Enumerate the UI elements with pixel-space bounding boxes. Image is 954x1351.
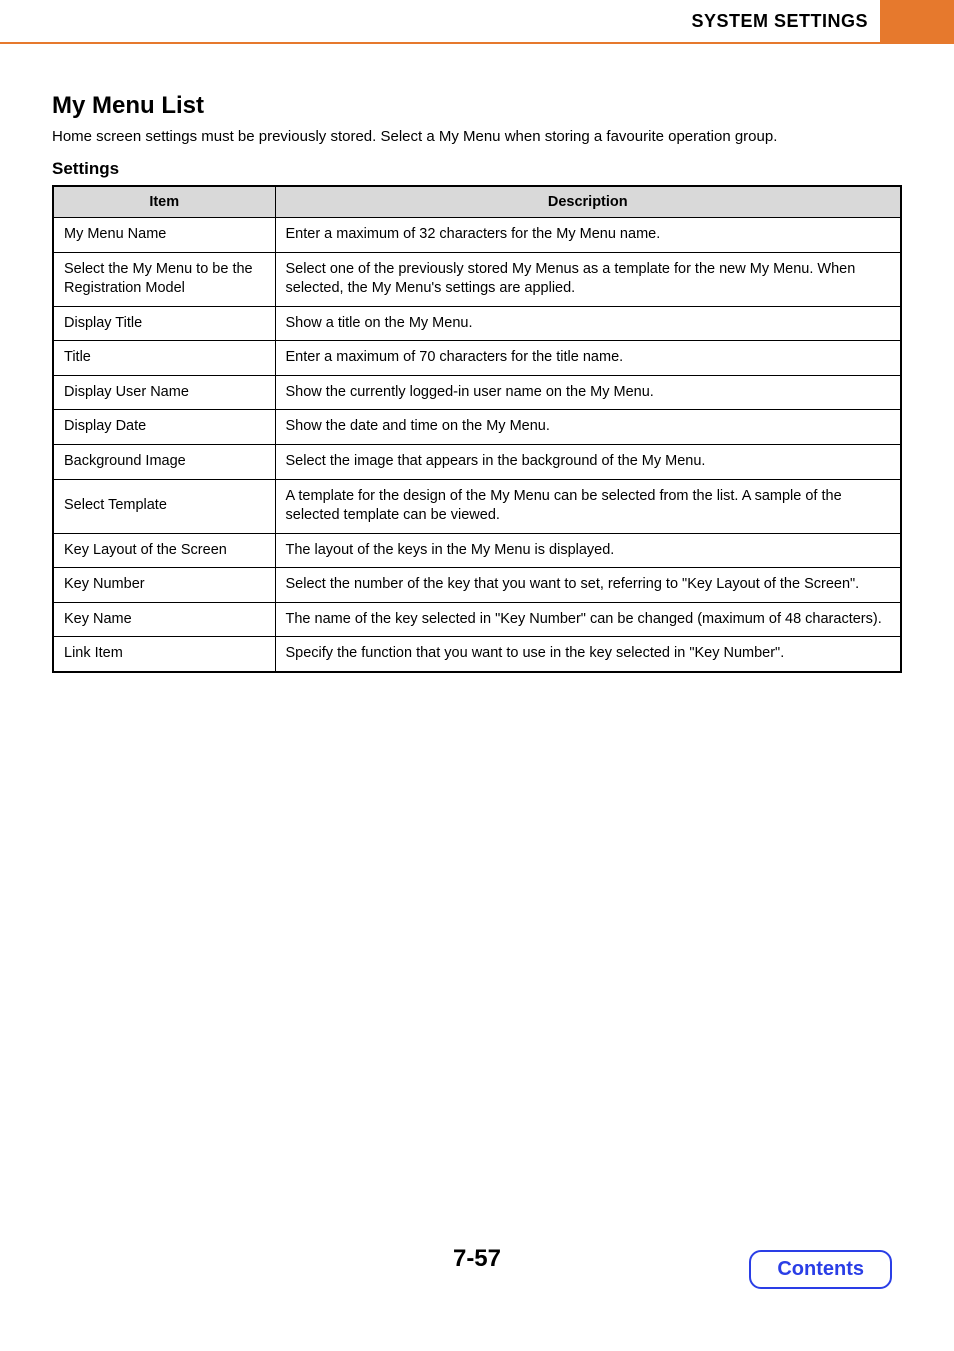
cell-item: Link Item bbox=[53, 637, 275, 672]
header-accent-block bbox=[880, 0, 954, 44]
cell-description: Select one of the previously stored My M… bbox=[275, 252, 901, 306]
cell-item: Display Title bbox=[53, 306, 275, 341]
header-bar: SYSTEM SETTINGS bbox=[0, 0, 954, 44]
table-row: Background ImageSelect the image that ap… bbox=[53, 444, 901, 479]
contents-button-label: Contents bbox=[777, 1258, 864, 1280]
cell-item: Key Number bbox=[53, 568, 275, 603]
table-row: TitleEnter a maximum of 70 characters fo… bbox=[53, 341, 901, 376]
cell-description: A template for the design of the My Menu… bbox=[275, 479, 901, 533]
cell-description: Enter a maximum of 70 characters for the… bbox=[275, 341, 901, 376]
cell-description: The name of the key selected in "Key Num… bbox=[275, 602, 901, 637]
cell-item: Background Image bbox=[53, 444, 275, 479]
header-title: SYSTEM SETTINGS bbox=[691, 11, 868, 32]
cell-item: Display Date bbox=[53, 410, 275, 445]
cell-item: Key Layout of the Screen bbox=[53, 533, 275, 568]
settings-table: Item Description My Menu NameEnter a max… bbox=[52, 185, 902, 673]
table-row: Key NameThe name of the key selected in … bbox=[53, 602, 901, 637]
table-row: Key Layout of the ScreenThe layout of th… bbox=[53, 533, 901, 568]
cell-description: Select the image that appears in the bac… bbox=[275, 444, 901, 479]
cell-description: Show a title on the My Menu. bbox=[275, 306, 901, 341]
col-header-item: Item bbox=[53, 186, 275, 218]
page-title: My Menu List bbox=[52, 92, 902, 120]
col-header-description: Description bbox=[275, 186, 901, 218]
cell-description: Enter a maximum of 32 characters for the… bbox=[275, 218, 901, 253]
table-row: Select TemplateA template for the design… bbox=[53, 479, 901, 533]
intro-paragraph: Home screen settings must be previously … bbox=[52, 128, 902, 145]
cell-description: Specify the function that you want to us… bbox=[275, 637, 901, 672]
table-row: Key NumberSelect the number of the key t… bbox=[53, 568, 901, 603]
cell-description: Show the currently logged-in user name o… bbox=[275, 375, 901, 410]
cell-item: Display User Name bbox=[53, 375, 275, 410]
cell-description: Select the number of the key that you wa… bbox=[275, 568, 901, 603]
content-area: My Menu List Home screen settings must b… bbox=[0, 44, 954, 673]
cell-description: Show the date and time on the My Menu. bbox=[275, 410, 901, 445]
header-bar-left: SYSTEM SETTINGS bbox=[0, 0, 880, 44]
cell-item: Title bbox=[53, 341, 275, 376]
table-header-row: Item Description bbox=[53, 186, 901, 218]
table-row: My Menu NameEnter a maximum of 32 charac… bbox=[53, 218, 901, 253]
cell-item: Select the My Menu to be the Registratio… bbox=[53, 252, 275, 306]
table-row: Display DateShow the date and time on th… bbox=[53, 410, 901, 445]
cell-item: Select Template bbox=[53, 479, 275, 533]
cell-item: My Menu Name bbox=[53, 218, 275, 253]
section-heading: Settings bbox=[52, 159, 902, 179]
table-row: Select the My Menu to be the Registratio… bbox=[53, 252, 901, 306]
cell-description: The layout of the keys in the My Menu is… bbox=[275, 533, 901, 568]
table-row: Display User NameShow the currently logg… bbox=[53, 375, 901, 410]
contents-button[interactable]: Contents bbox=[749, 1250, 892, 1289]
table-body: My Menu NameEnter a maximum of 32 charac… bbox=[53, 218, 901, 672]
table-row: Display TitleShow a title on the My Menu… bbox=[53, 306, 901, 341]
table-row: Link ItemSpecify the function that you w… bbox=[53, 637, 901, 672]
cell-item: Key Name bbox=[53, 602, 275, 637]
